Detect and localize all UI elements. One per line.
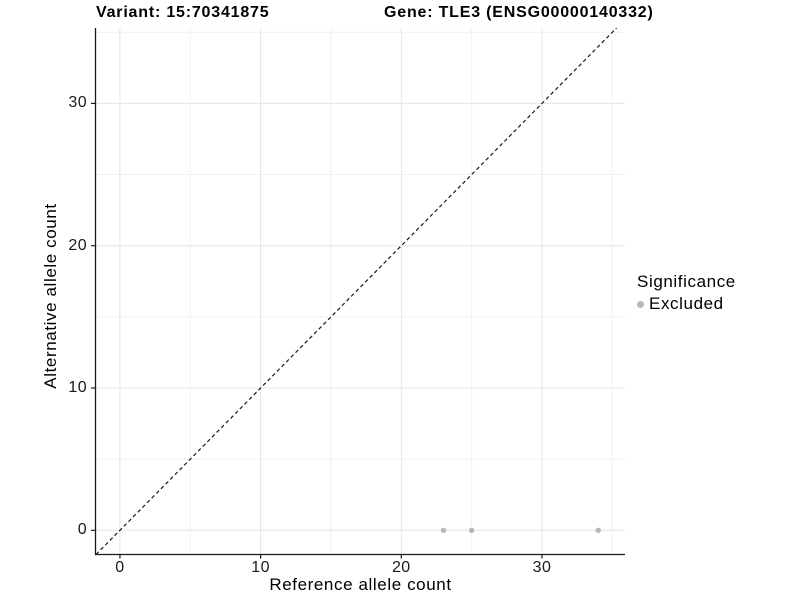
x-tick-label: 30: [532, 559, 552, 576]
y-axis-title: Alternative allele count: [41, 203, 60, 389]
identity-reference-line: [95, 27, 617, 555]
y-tick-label: 0: [77, 521, 87, 539]
legend-item-excluded: Excluded: [637, 294, 736, 314]
y-tick-label: 20: [68, 236, 87, 254]
legend-item-label: Excluded: [649, 294, 724, 313]
legend-title: Significance: [637, 272, 736, 291]
y-tick-label: 30: [68, 94, 87, 112]
x-tick-label: 0: [115, 559, 125, 576]
x-tick-label: 10: [251, 559, 270, 576]
variant-title: Variant: 15:70341875: [96, 4, 270, 21]
y-tick-label: 10: [68, 379, 87, 396]
data-point: [468, 527, 475, 534]
legend-point-marker-icon: [637, 300, 644, 308]
gene-title: Gene: TLE3 (ENSG00000140332): [384, 4, 654, 21]
x-axis-title: Reference allele count: [269, 575, 452, 594]
data-point: [440, 527, 447, 534]
legend: Significance Excluded: [637, 272, 736, 314]
data-point: [595, 527, 601, 534]
x-tick-label: 20: [391, 559, 411, 576]
